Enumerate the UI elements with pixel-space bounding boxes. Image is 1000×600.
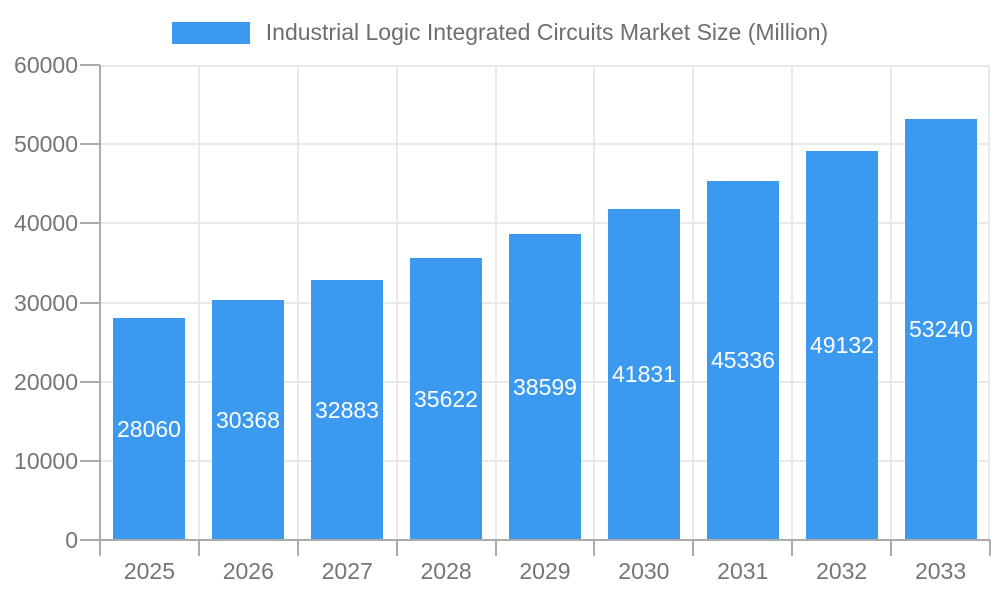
legend-label: Industrial Logic Integrated Circuits Mar… [265, 19, 829, 45]
v-gridline [198, 65, 200, 540]
bar-value-label: 38599 [513, 373, 577, 400]
bar-value-label: 49132 [810, 332, 874, 358]
x-tick-mark [890, 540, 892, 556]
v-gridline [396, 65, 398, 540]
y-tick-mark [80, 459, 100, 462]
x-tick-mark [593, 540, 595, 556]
bar-2030[interactable]: 41831 [608, 209, 680, 540]
plot-area: 28060 30368 32883 35622 38599 41831 45336 49132… [100, 65, 990, 540]
x-tick-mark [99, 540, 101, 556]
x-axis-tick-label: 2025 [123, 558, 176, 584]
bar-2028[interactable]: 35622 [410, 258, 482, 540]
y-axis-tick-label: 20000 [14, 368, 78, 395]
bar-2033[interactable]: 53240 [905, 119, 977, 540]
legend: Industrial Logic Integrated Circuits Mar… [0, 19, 1000, 46]
y-axis-tick-label: 10000 [14, 447, 78, 474]
v-gridline [988, 65, 990, 540]
x-axis-tick-label: 2027 [321, 558, 373, 584]
bar-2029[interactable]: 38599 [509, 234, 581, 540]
y-axis-tick-label: 40000 [14, 210, 78, 237]
y-axis-tick-label: 0 [65, 527, 78, 553]
bar-value-label: 53240 [909, 316, 973, 342]
bar-2027[interactable]: 32883 [311, 280, 383, 540]
bar-value-label: 32883 [315, 396, 379, 423]
h-gridline [100, 143, 990, 146]
y-tick-mark [80, 380, 100, 383]
v-gridline [890, 65, 892, 540]
v-gridline [593, 65, 595, 540]
v-gridline [495, 65, 497, 540]
bar-value-label: 45336 [711, 347, 775, 373]
bar-2026[interactable]: 30368 [212, 300, 284, 540]
x-axis-tick-label: 2026 [222, 558, 274, 584]
y-tick-mark [80, 222, 100, 225]
legend-swatch-icon [171, 21, 250, 44]
v-gridline [692, 65, 694, 540]
v-gridline [791, 65, 793, 540]
x-tick-mark [495, 540, 497, 556]
y-tick-mark [80, 301, 100, 304]
x-axis-tick-label: 2033 [914, 558, 967, 584]
x-tick-mark [396, 540, 398, 556]
x-tick-mark [692, 540, 694, 556]
x-axis-tick-label: 2028 [420, 558, 472, 584]
x-axis-tick-label: 2031 [717, 558, 769, 584]
x-axis-line [80, 539, 990, 541]
y-tick-mark [80, 143, 100, 146]
x-axis-tick-label: 2032 [816, 558, 868, 584]
y-axis-line [99, 65, 101, 540]
bar-2031[interactable]: 45336 [707, 181, 779, 540]
y-axis-tick-label: 60000 [14, 52, 78, 78]
x-tick-mark [198, 540, 200, 556]
bar-value-label: 30368 [216, 406, 280, 433]
bar-value-label: 28060 [117, 415, 181, 442]
x-tick-mark [791, 540, 793, 556]
bar-2032[interactable]: 49132 [806, 151, 878, 540]
y-axis-tick-label: 50000 [14, 131, 78, 158]
v-gridline [297, 65, 299, 540]
y-axis-tick-label: 30000 [14, 289, 78, 316]
bar-2025[interactable]: 28060 [113, 318, 185, 540]
x-tick-mark [297, 540, 299, 556]
bar-value-label: 41831 [612, 361, 676, 387]
x-axis-tick-label: 2030 [618, 558, 670, 584]
h-gridline [100, 65, 990, 67]
x-tick-mark [989, 540, 991, 556]
y-tick-mark [80, 64, 100, 66]
bar-value-label: 35622 [414, 385, 478, 412]
legend-item[interactable]: Industrial Logic Integrated Circuits Mar… [171, 19, 829, 46]
h-gridline [100, 222, 990, 225]
x-axis-tick-label: 2029 [519, 558, 571, 584]
